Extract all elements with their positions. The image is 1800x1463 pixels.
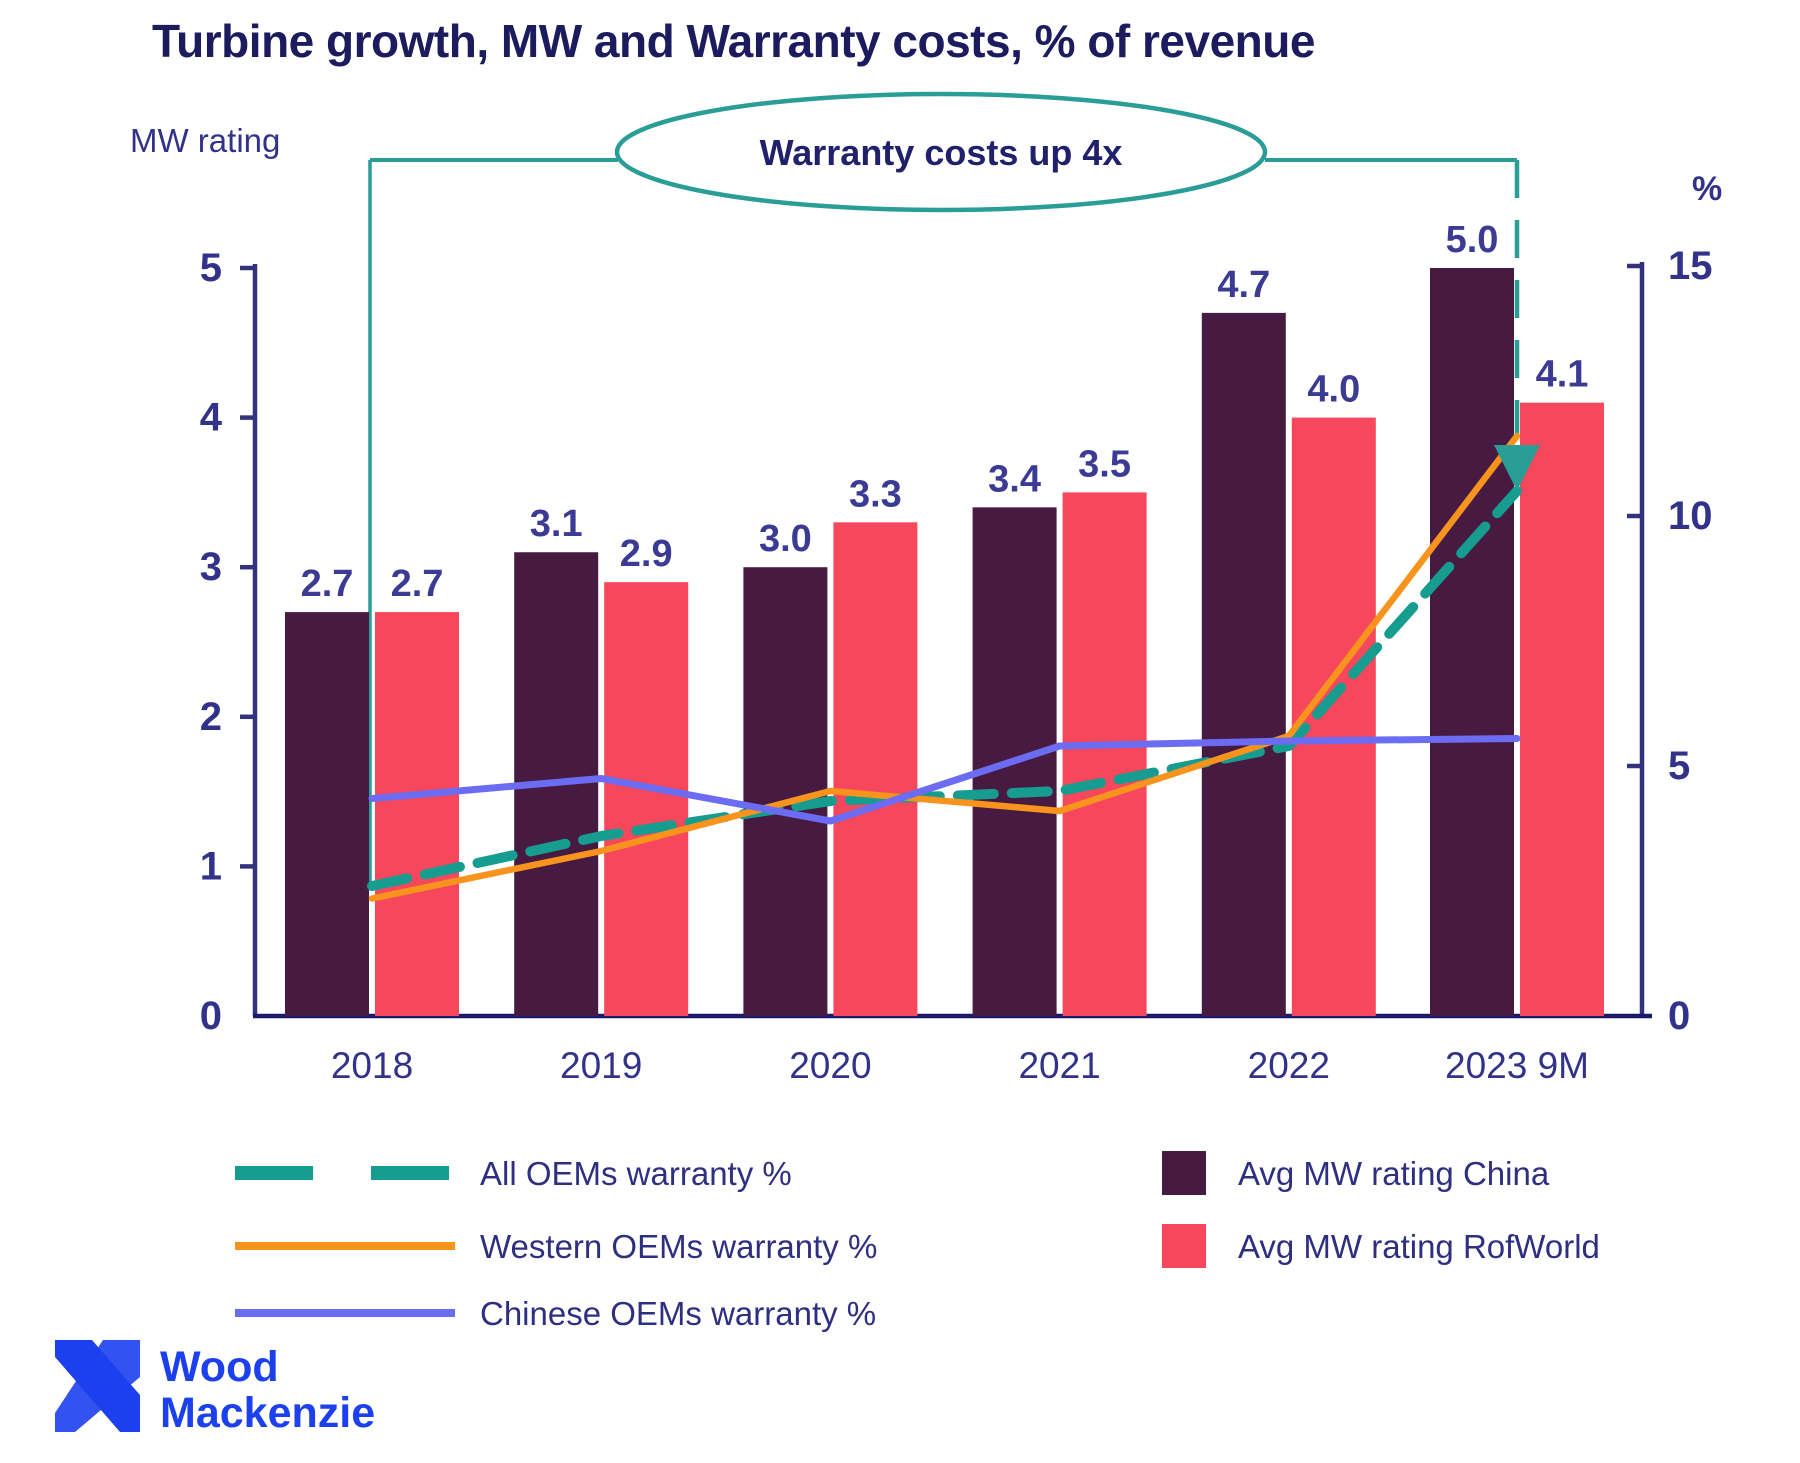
bar-rofworld-2018: [375, 612, 459, 1016]
annotation-ellipse: [614, 91, 1268, 213]
left-axis-tick-label: 2: [200, 695, 222, 739]
wood-mackenzie-logo-icon: [55, 1340, 140, 1432]
bar-china-2018: [285, 612, 369, 1016]
bar-value-label: 2.7: [301, 563, 354, 605]
right-axis-tick-label: 15: [1668, 244, 1713, 288]
x-axis-category-label: 2022: [1248, 1045, 1330, 1086]
chart-title: Turbine growth, MW and Warranty costs, %…: [152, 15, 1315, 67]
x-axis-category-label: 2023 9M: [1445, 1045, 1589, 1086]
annotation-text: Warranty costs up 4x: [760, 132, 1123, 173]
legend-label: All OEMs warranty %: [480, 1155, 792, 1192]
bar-value-label: 3.3: [849, 473, 902, 515]
bar-value-label: 3.0: [759, 518, 812, 560]
bar-rofworld-2021: [1062, 492, 1147, 1016]
legend-label: Avg MW rating RofWorld: [1238, 1228, 1600, 1265]
left-axis-title: MW rating: [130, 122, 280, 159]
bar-rofworld-2020: [833, 522, 918, 1016]
left-axis-tick-label: 0: [200, 994, 222, 1038]
bar-rofworld-2019: [604, 582, 689, 1016]
legend-swatch-square-0: [1162, 1151, 1206, 1195]
annotation-arrowhead-icon: [1494, 445, 1540, 491]
bar-value-label: 2.9: [620, 533, 673, 575]
line-series-2: [368, 735, 1521, 825]
bar-value-label: 2.7: [391, 563, 444, 605]
right-axis-tick-label: 0: [1668, 994, 1690, 1038]
right-axis-tick-label: 5: [1668, 744, 1690, 788]
left-axis-tick-label: 5: [200, 246, 222, 290]
bar-china-2022: [1201, 312, 1286, 1016]
left-axis-tick-label: 4: [200, 396, 223, 440]
line-series-0: [367, 486, 1522, 891]
left-axis-tick-label: 1: [200, 844, 222, 888]
bar-value-label: 5.0: [1446, 219, 1499, 261]
bar-china-20239M: [1430, 268, 1514, 1016]
bar-value-label: 4.0: [1307, 369, 1360, 411]
legend-label: Chinese OEMs warranty %: [480, 1295, 876, 1332]
x-axis-category-label: 2021: [1018, 1045, 1100, 1086]
logo-text-line2: Mackenzie: [160, 1389, 375, 1437]
line-series-1: [368, 432, 1521, 902]
x-axis-category-label: 2018: [331, 1045, 413, 1086]
bar-value-label: 3.1: [530, 503, 583, 545]
bar-value-label: 4.7: [1217, 264, 1270, 306]
logo-text-line1: Wood: [160, 1343, 279, 1391]
legend-label: Western OEMs warranty %: [480, 1228, 877, 1265]
right-axis-title: %: [1692, 170, 1722, 208]
left-axis-tick-label: 3: [200, 545, 222, 589]
bar-rofworld-20239M: [1520, 402, 1604, 1016]
bar-china-2020: [743, 567, 828, 1016]
x-axis-category-label: 2020: [789, 1045, 871, 1086]
legend-swatch-square-1: [1162, 1224, 1206, 1268]
x-axis-category-label: 2019: [560, 1045, 642, 1086]
bar-value-label: 3.5: [1078, 443, 1131, 485]
right-axis-tick-label: 10: [1668, 494, 1713, 538]
legend-label: Avg MW rating China: [1238, 1155, 1550, 1192]
bar-value-label: 4.1: [1536, 354, 1589, 396]
bar-value-label: 3.4: [988, 458, 1041, 500]
